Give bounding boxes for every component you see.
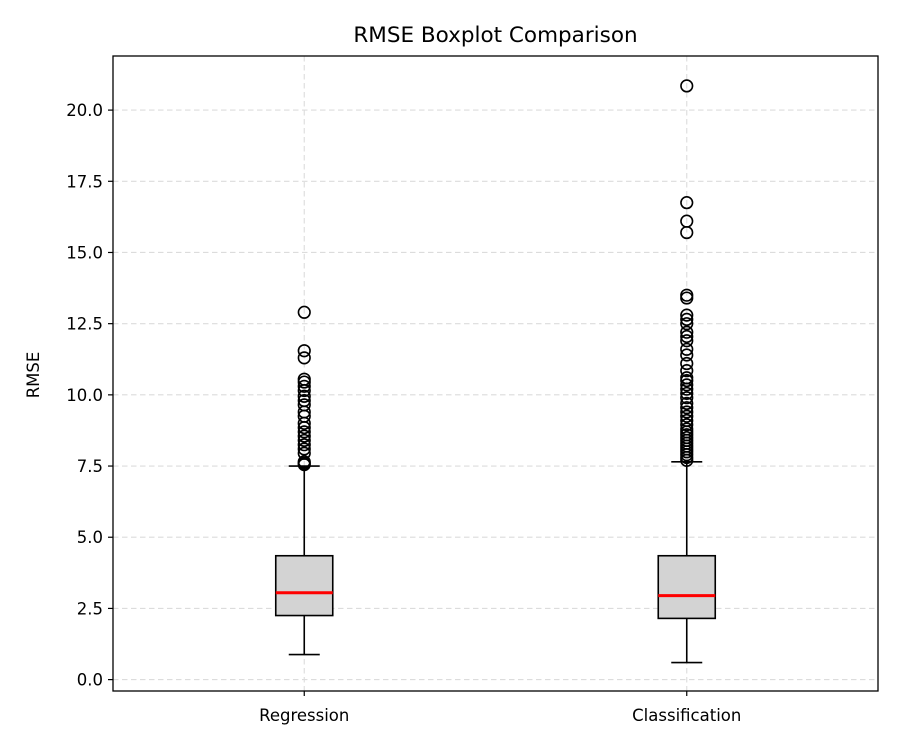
y-tick-label: 20.0	[66, 101, 103, 120]
outlier-point	[297, 379, 311, 393]
outlier-point	[297, 455, 311, 469]
outlier-point	[680, 334, 694, 348]
y-tick-label: 0.0	[77, 671, 103, 690]
outlier-point	[680, 312, 694, 326]
outlier-point	[297, 393, 311, 408]
outlier-point	[680, 214, 694, 228]
y-tick-label: 7.5	[77, 457, 103, 476]
outlier-point	[297, 351, 311, 365]
outlier-point	[680, 386, 694, 401]
outlier-point	[680, 196, 694, 210]
y-tick-label: 5.0	[77, 528, 103, 547]
boxplot-series	[274, 79, 717, 664]
outlier-point	[680, 329, 694, 344]
y-tick-label: 12.5	[66, 315, 103, 334]
outlier-point	[680, 418, 694, 432]
outlier-point	[297, 389, 311, 403]
outlier-point	[680, 325, 694, 339]
outlier-point	[680, 317, 694, 331]
chart-title: RMSE Boxplot Comparison	[353, 23, 637, 48]
outlier-point	[297, 344, 311, 358]
iqr-box	[657, 554, 717, 620]
outlier-point	[680, 422, 694, 436]
outlier-point	[680, 342, 694, 356]
outlier-point	[297, 442, 311, 456]
outlier-point	[297, 446, 311, 460]
outlier-point	[297, 425, 311, 439]
outlier-point	[680, 413, 694, 428]
outlier-point	[680, 364, 694, 378]
y-axis-label: RMSE	[24, 352, 43, 399]
outlier-point	[680, 288, 694, 302]
y-axis-ticks: 0.0 2.5 5.0 7.5 10.0 12.5 15.0 17.5 20.0	[66, 101, 113, 690]
x-tick-label: Classification	[632, 706, 741, 725]
outlier-point	[680, 391, 694, 405]
outlier-point	[297, 438, 311, 452]
box-group-regression	[274, 305, 334, 656]
y-tick-label: 17.5	[66, 172, 103, 191]
y-tick-label: 15.0	[66, 243, 103, 262]
outlier-point	[680, 378, 694, 392]
outlier-point	[680, 409, 694, 423]
outlier-point	[297, 433, 311, 448]
y-tick-label: 2.5	[77, 599, 103, 618]
outlier-point	[680, 405, 694, 419]
outlier-point	[680, 356, 694, 371]
outlier-point	[680, 79, 694, 93]
y-tick-label: 10.0	[66, 386, 103, 405]
outlier-point	[297, 398, 311, 412]
outlier-point	[297, 429, 311, 443]
outlier-point	[680, 371, 694, 385]
box-group-classification	[657, 79, 717, 664]
x-tick-label: Regression	[259, 706, 349, 725]
axes-frame	[112, 55, 879, 692]
grid-lines	[113, 56, 878, 691]
outlier-point	[680, 396, 694, 410]
outlier-point	[680, 348, 694, 362]
x-axis-ticks: Regression Classification	[259, 691, 741, 725]
outlier-point	[680, 308, 694, 322]
outlier-point	[297, 305, 311, 319]
outlier-point	[680, 401, 694, 415]
iqr-box	[274, 554, 334, 617]
outlier-point	[297, 372, 311, 386]
